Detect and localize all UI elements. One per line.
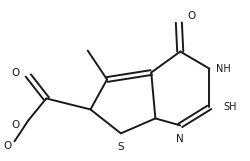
Text: S: S: [118, 142, 124, 152]
Text: O: O: [12, 67, 20, 77]
Text: O: O: [12, 120, 20, 130]
Text: NH: NH: [216, 64, 230, 74]
Text: O: O: [4, 141, 12, 151]
Text: N: N: [176, 134, 184, 144]
Text: SH: SH: [223, 102, 236, 112]
Text: O: O: [187, 11, 196, 21]
